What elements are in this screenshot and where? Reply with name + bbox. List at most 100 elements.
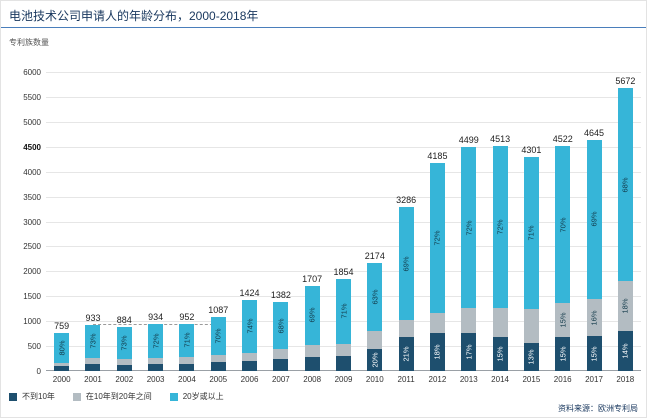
bar-2007-segment-over20: 68%	[273, 302, 289, 349]
segment-percent-label: 70%	[558, 217, 568, 233]
bar-2011-segment-10to20	[398, 320, 414, 337]
bar-2003-segment-10to20	[148, 357, 164, 365]
bar-total-label-2007: 1382	[270, 290, 291, 301]
legend-label: 20岁或以上	[182, 392, 224, 401]
bar-2016-segment-over20: 70%	[555, 145, 571, 304]
x-tick-label-2008: 2008	[303, 375, 322, 384]
bar-2002-segment-10to20	[116, 359, 132, 365]
bar-2012-segment-over20: 72%	[429, 162, 445, 313]
bar-total-label-2014: 4513	[490, 134, 511, 145]
bar-2018-segment-over20: 68%	[617, 88, 633, 281]
bar-2017-segment-under10: 15%	[586, 336, 602, 371]
segment-percent-label: 20%	[370, 352, 380, 368]
x-tick-label-2006: 2006	[240, 375, 259, 384]
plot-area: 80% 759 73% 933 73% 884 72% 934 71% 952 70% 1087 74%…	[46, 66, 641, 371]
segment-percent-label: 73%	[119, 335, 129, 351]
legend-label: 在10年到20年之间	[85, 392, 152, 401]
bar-2007-segment-10to20	[273, 348, 289, 360]
segment-percent-label: 15%	[558, 312, 568, 328]
bar-2005-segment-10to20	[210, 354, 226, 362]
bar-2010-segment-under10: 20%	[367, 349, 383, 371]
segment-percent-label: 69%	[401, 256, 411, 272]
segment-percent-label: 15%	[558, 346, 568, 362]
segment-percent-label: 15%	[589, 346, 599, 362]
bar-2004-segment-over20: 71%	[179, 323, 195, 358]
bar-total-label-2010: 2174	[364, 250, 385, 261]
x-tick-label-2016: 2016	[553, 375, 572, 384]
bar-total-label-2006: 1424	[239, 288, 260, 299]
bar-total-label-2016: 4522	[552, 133, 573, 144]
bar-2015-segment-over20: 71%	[523, 156, 539, 309]
bar-2001-segment-under10	[85, 364, 101, 371]
source-note: 资料来源：欧洲专利局	[558, 404, 638, 413]
y-tick-label-5500: 5500	[23, 93, 41, 102]
segment-percent-label: 17%	[464, 344, 474, 360]
bar-2010-segment-10to20	[367, 330, 383, 350]
bar-2009-segment-under10	[336, 356, 351, 371]
x-tick-label-2010: 2010	[365, 375, 384, 384]
gridline-4500	[46, 146, 641, 148]
segment-percent-label: 69%	[307, 307, 317, 323]
bar-2006-segment-over20: 74%	[242, 300, 258, 353]
bar-2014-segment-10to20	[492, 308, 508, 338]
bar-2016-segment-10to20: 15%	[555, 303, 571, 338]
bar-2005-segment-over20: 70%	[210, 316, 226, 355]
segment-percent-label: 21%	[401, 346, 411, 362]
bar-total-label-2017: 4645	[584, 127, 605, 138]
bar-2000-segment-over20: 80%	[54, 333, 70, 364]
segment-percent-label: 71%	[526, 225, 536, 241]
segment-percent-label: 72%	[464, 220, 474, 236]
segment-percent-label: 71%	[182, 332, 192, 348]
y-tick-label-5000: 5000	[23, 117, 41, 127]
gridline-5500	[46, 97, 641, 98]
bar-2009-segment-over20: 71%	[336, 278, 351, 345]
y-tick-label-1000: 1000	[23, 317, 41, 327]
legend-swatch-icon	[169, 392, 178, 401]
segment-percent-label: 14%	[620, 343, 630, 359]
bar-2013-segment-under10: 17%	[461, 332, 477, 371]
y-tick-label-4500: 4500	[23, 142, 41, 152]
x-tick-label-2017: 2017	[585, 375, 603, 384]
bar-2007-segment-under10	[273, 359, 289, 371]
segment-percent-label: 68%	[276, 318, 286, 334]
bar-total-label-2001: 933	[85, 312, 101, 323]
bar-2001-segment-over20: 73%	[85, 324, 101, 359]
bar-2009-segment-10to20	[336, 344, 351, 357]
bar-2003-segment-under10	[148, 364, 164, 371]
legend-item-1: 在10年到20年之间	[72, 391, 152, 402]
bar-2004-segment-10to20	[179, 357, 195, 364]
y-tick-label-0: 0	[36, 367, 41, 376]
bar-2010-segment-over20: 63%	[367, 262, 383, 331]
x-tick-label-2003: 2003	[146, 375, 165, 384]
bar-total-label-2008: 1707	[302, 273, 323, 284]
segment-percent-label: 15%	[495, 346, 505, 362]
legend: 不到10年 在10年到20年之间 20岁或以上	[9, 391, 224, 402]
bar-total-label-2011: 3286	[396, 195, 417, 206]
segment-percent-label: 72%	[495, 219, 505, 235]
bar-2015-segment-under10: 13%	[523, 343, 539, 371]
gridline-6000	[46, 72, 641, 74]
bar-2017-segment-10to20: 16%	[586, 299, 602, 337]
bar-2000-segment-10to20	[54, 363, 70, 367]
segment-percent-label: 16%	[589, 310, 599, 326]
y-axis-title: 专利族数量	[9, 38, 49, 47]
x-tick-label-2001: 2001	[84, 375, 102, 384]
bar-total-label-2000: 759	[54, 321, 70, 332]
segment-percent-label: 70%	[213, 328, 223, 344]
y-tick-label-500: 500	[27, 342, 41, 352]
chart-title: 电池技术公司申请人的年龄分布，2000-2018年	[9, 9, 259, 23]
gridline-2500	[46, 246, 641, 248]
bar-2014-segment-under10: 15%	[492, 337, 508, 371]
x-tick-label-2018: 2018	[616, 375, 635, 384]
gridline-5000	[46, 121, 641, 123]
bar-2001-segment-10to20	[85, 358, 101, 365]
legend-item-0: 不到10年	[9, 391, 55, 402]
x-tick-label-2007: 2007	[271, 375, 290, 384]
y-tick-label-4000: 4000	[23, 167, 41, 177]
chart-header: 电池技术公司申请人的年龄分布，2000-2018年	[1, 1, 646, 28]
x-tick-label-2012: 2012	[428, 375, 447, 384]
bar-2002-segment-over20: 73%	[116, 326, 132, 360]
segment-percent-label: 68%	[620, 176, 630, 193]
x-tick-label-2002: 2002	[115, 375, 134, 384]
